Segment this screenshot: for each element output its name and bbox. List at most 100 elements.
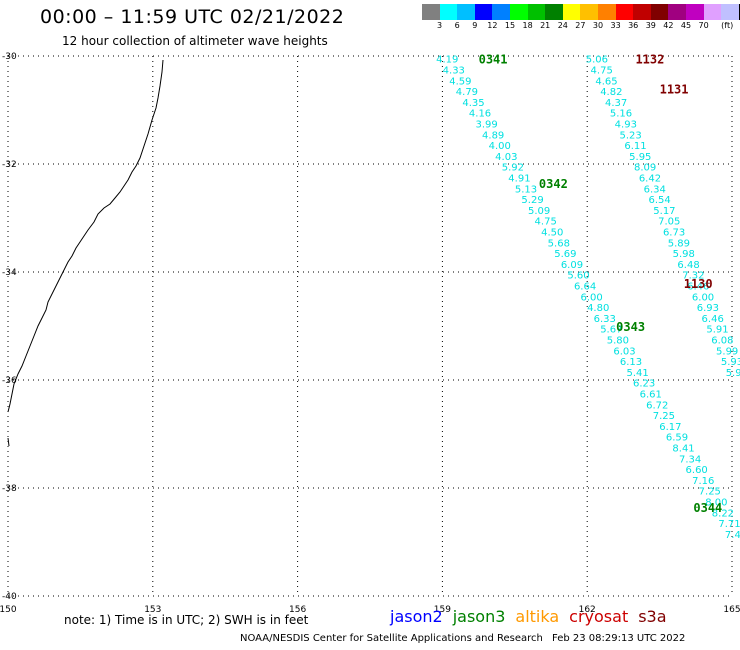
wave-height-value: 4.89 bbox=[482, 130, 504, 141]
wave-height-value: 6.03 bbox=[613, 346, 635, 357]
color-swatch bbox=[474, 4, 493, 20]
color-scale-label: 18 bbox=[522, 21, 533, 30]
wave-height-value: 6.73 bbox=[663, 228, 685, 239]
lon-tick-label: 153 bbox=[144, 605, 161, 615]
wave-height-value: 5.91 bbox=[706, 325, 728, 336]
wave-height-value: 5.16 bbox=[610, 109, 632, 120]
wave-height-value: 7.34 bbox=[679, 454, 701, 465]
color-scale-label: 70 bbox=[698, 21, 709, 30]
track: 5.064.754.654.824.375.164.935.236.115.95… bbox=[586, 55, 740, 379]
wave-height-value: 7.25 bbox=[653, 411, 675, 422]
color-swatch bbox=[580, 4, 598, 20]
coastline-fragment bbox=[7, 437, 10, 447]
wave-height-value: 6.54 bbox=[648, 195, 670, 206]
wave-height-value: 6.23 bbox=[633, 379, 655, 390]
wave-height-value: 5.93 bbox=[721, 357, 740, 368]
color-swatch bbox=[685, 4, 704, 20]
pass-label: 1130 bbox=[684, 277, 713, 291]
wave-height-value: 6.33 bbox=[594, 314, 616, 325]
track: 4.194.334.594.794.354.163.994.894.004.03… bbox=[436, 55, 740, 541]
wave-height-value: 6.17 bbox=[659, 422, 681, 433]
wave-height-value: 6.13 bbox=[620, 357, 642, 368]
wave-height-value: 4.93 bbox=[615, 120, 637, 131]
credit-line: NOAA/NESDIS Center for Satellite Applica… bbox=[240, 633, 543, 644]
wave-height-value: 5.29 bbox=[521, 195, 543, 206]
color-swatch bbox=[738, 4, 740, 20]
wave-height-value: 5.95 bbox=[629, 152, 651, 163]
color-scale-bar bbox=[422, 4, 740, 20]
wave-height-value: 6.64 bbox=[574, 282, 596, 293]
pass-label: 0344 bbox=[693, 501, 722, 515]
lon-tick-label: 150 bbox=[0, 605, 17, 615]
lat-tick-label: -40 bbox=[2, 592, 17, 602]
footer-note: note: 1) Time is in UTC; 2) SWH is in fe… bbox=[64, 613, 309, 627]
lat-tick-label: -38 bbox=[2, 484, 17, 494]
color-scale-label: (ft) bbox=[721, 21, 734, 30]
color-scale-label: 30 bbox=[592, 21, 604, 30]
lat-tick-label: -32 bbox=[2, 160, 17, 170]
color-swatch bbox=[527, 4, 546, 20]
lon-tick-label: 165 bbox=[723, 605, 740, 615]
wave-height-value: 6.00 bbox=[692, 292, 714, 303]
map-subtitle: 12 hour collection of altimeter wave hei… bbox=[62, 34, 328, 48]
lon-tick-label: 162 bbox=[579, 605, 596, 615]
wave-height-value: 6.42 bbox=[639, 174, 661, 185]
color-scale-labels: 3 6 9 12 15 18 21 24 27 30 33 36 39 42 45 70 (ft) bbox=[422, 21, 740, 33]
wave-height-value: 5.23 bbox=[620, 130, 642, 141]
wave-height-value: 8.22 bbox=[712, 508, 734, 519]
timestamp: Feb 23 08:29:13 UTC 2022 bbox=[552, 633, 686, 644]
color-scale-label: 21 bbox=[540, 21, 551, 30]
wave-height-value: 5.06 bbox=[586, 55, 608, 66]
wave-height-value: 5.67 bbox=[600, 325, 622, 336]
wave-height-value: 5.17 bbox=[653, 206, 675, 217]
pass-label: 0341 bbox=[479, 53, 508, 67]
wave-height-value: 6.46 bbox=[687, 282, 709, 293]
wave-height-value: 4.91 bbox=[508, 174, 530, 185]
wave-height-value: 4.82 bbox=[600, 87, 622, 98]
color-scale-label: 33 bbox=[610, 21, 621, 30]
pass-label: 1132 bbox=[635, 53, 664, 67]
wave-height-value: 6.93 bbox=[697, 303, 719, 314]
color-swatch bbox=[721, 4, 739, 20]
wave-height-value: 4.16 bbox=[469, 109, 491, 120]
wave-height-value: 6.11 bbox=[624, 141, 646, 152]
wave-height-value: 5.68 bbox=[548, 238, 570, 249]
wave-height-value: 4.33 bbox=[443, 66, 465, 77]
wave-height-value: 6.34 bbox=[644, 184, 666, 195]
wave-height-value: 5.98 bbox=[673, 249, 695, 260]
wave-height-value: 6.72 bbox=[646, 400, 668, 411]
wave-height-value: 5.80 bbox=[607, 336, 629, 347]
color-swatch bbox=[422, 4, 440, 20]
lat-tick-label: -36 bbox=[2, 376, 17, 386]
color-scale-label: 45 bbox=[680, 21, 692, 30]
wave-height-value: 4.19 bbox=[436, 55, 458, 66]
legend-entry: jason2 bbox=[390, 607, 443, 626]
color-swatch bbox=[439, 4, 458, 20]
wave-height-value: 4.65 bbox=[595, 76, 617, 87]
legend-entry: s3a bbox=[638, 607, 667, 626]
wave-height-value: 6.09 bbox=[561, 260, 583, 271]
color-scale-label: 12 bbox=[487, 21, 498, 30]
wave-height-value: 6.61 bbox=[640, 390, 662, 401]
wave-height-value: 5.92 bbox=[726, 368, 740, 379]
wave-height-value: 4.00 bbox=[489, 141, 511, 152]
wave-height-value: 3.99 bbox=[475, 120, 497, 131]
wave-height-value: 5.89 bbox=[668, 238, 690, 249]
color-scale-label: 6 bbox=[454, 21, 460, 30]
wave-height-value: 7.16 bbox=[692, 476, 714, 487]
wave-height-value: 4.50 bbox=[541, 228, 563, 239]
color-scale-label: 36 bbox=[628, 21, 639, 30]
wave-height-value: 5.41 bbox=[626, 368, 648, 379]
pass-label: 0342 bbox=[539, 177, 568, 191]
wave-height-value: 4.37 bbox=[605, 98, 627, 109]
color-swatch bbox=[597, 4, 616, 20]
wave-height-value: 4.03 bbox=[495, 152, 517, 163]
wave-height-value: 6.48 bbox=[677, 260, 699, 271]
color-swatch bbox=[562, 4, 581, 20]
wave-height-value: 6.46 bbox=[702, 314, 724, 325]
wave-height-value: 5.92 bbox=[502, 163, 524, 174]
wave-height-value: 4.80 bbox=[587, 303, 609, 314]
wave-height-value: 8.09 bbox=[634, 163, 656, 174]
wave-height-value: 7.71 bbox=[718, 519, 740, 530]
